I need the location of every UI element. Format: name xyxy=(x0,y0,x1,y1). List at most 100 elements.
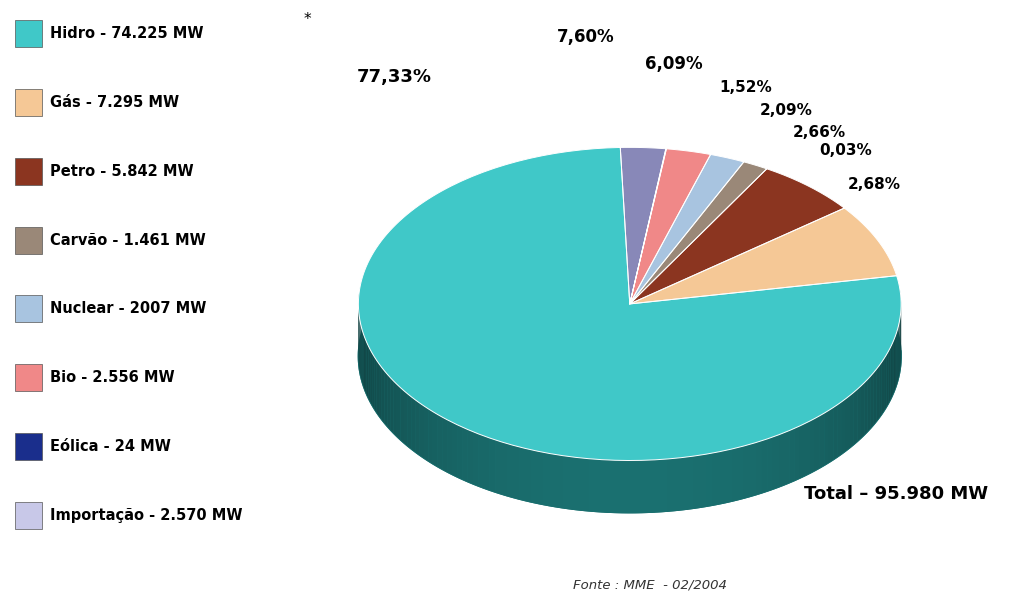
Polygon shape xyxy=(484,436,489,490)
Polygon shape xyxy=(884,355,887,411)
Polygon shape xyxy=(621,147,666,304)
Polygon shape xyxy=(628,460,635,513)
Polygon shape xyxy=(582,458,589,511)
Polygon shape xyxy=(864,379,867,435)
Polygon shape xyxy=(870,373,873,428)
Polygon shape xyxy=(358,200,901,513)
Polygon shape xyxy=(370,349,372,405)
Polygon shape xyxy=(538,451,544,505)
Polygon shape xyxy=(433,412,437,467)
Polygon shape xyxy=(767,437,773,491)
Polygon shape xyxy=(630,208,897,304)
FancyBboxPatch shape xyxy=(15,20,42,47)
Polygon shape xyxy=(675,457,681,511)
Polygon shape xyxy=(379,364,382,419)
Text: Nuclear - 2007 MW: Nuclear - 2007 MW xyxy=(50,301,207,316)
Polygon shape xyxy=(364,335,366,391)
Polygon shape xyxy=(442,417,447,472)
Text: Carvão - 1.461 MW: Carvão - 1.461 MW xyxy=(50,233,206,247)
Polygon shape xyxy=(622,460,628,513)
Polygon shape xyxy=(390,378,393,433)
Polygon shape xyxy=(894,336,895,392)
Text: 2,09%: 2,09% xyxy=(760,103,813,118)
Text: 7,60%: 7,60% xyxy=(557,28,614,46)
Polygon shape xyxy=(575,457,582,510)
Polygon shape xyxy=(447,420,452,475)
Polygon shape xyxy=(602,460,608,512)
Polygon shape xyxy=(377,360,379,416)
Polygon shape xyxy=(408,394,412,449)
Polygon shape xyxy=(810,418,815,473)
Polygon shape xyxy=(681,457,687,510)
Polygon shape xyxy=(687,456,694,509)
Polygon shape xyxy=(762,439,767,493)
Polygon shape xyxy=(731,448,737,501)
Polygon shape xyxy=(556,454,562,508)
Polygon shape xyxy=(519,447,525,500)
Polygon shape xyxy=(725,449,731,503)
Polygon shape xyxy=(842,398,846,454)
Polygon shape xyxy=(513,445,519,499)
Polygon shape xyxy=(877,365,880,421)
Polygon shape xyxy=(404,391,408,446)
FancyBboxPatch shape xyxy=(15,158,42,185)
Polygon shape xyxy=(424,406,428,461)
Polygon shape xyxy=(630,155,743,304)
Text: 6,09%: 6,09% xyxy=(645,55,702,74)
Polygon shape xyxy=(358,349,901,513)
Polygon shape xyxy=(420,403,424,458)
Polygon shape xyxy=(457,425,462,480)
Polygon shape xyxy=(630,149,711,304)
FancyBboxPatch shape xyxy=(15,89,42,116)
Polygon shape xyxy=(358,349,901,513)
Text: Gás - 7.295 MW: Gás - 7.295 MW xyxy=(50,95,179,110)
Polygon shape xyxy=(531,450,538,503)
Polygon shape xyxy=(648,460,654,512)
Polygon shape xyxy=(367,342,369,398)
Polygon shape xyxy=(562,456,569,509)
Polygon shape xyxy=(784,430,790,485)
Text: 2,68%: 2,68% xyxy=(848,177,901,192)
Polygon shape xyxy=(846,395,850,451)
Polygon shape xyxy=(369,346,370,402)
Polygon shape xyxy=(608,460,615,513)
Polygon shape xyxy=(550,454,556,507)
Text: Eólica - 24 MW: Eólica - 24 MW xyxy=(50,439,171,454)
Polygon shape xyxy=(824,410,829,465)
Polygon shape xyxy=(815,416,820,470)
Polygon shape xyxy=(525,448,531,502)
Polygon shape xyxy=(834,405,838,460)
Polygon shape xyxy=(743,445,750,498)
Text: Importação - 2.570 MW: Importação - 2.570 MW xyxy=(50,508,243,523)
Polygon shape xyxy=(428,409,433,464)
Polygon shape xyxy=(400,387,404,443)
Polygon shape xyxy=(668,459,675,511)
Polygon shape xyxy=(630,169,845,304)
Polygon shape xyxy=(641,460,648,513)
Polygon shape xyxy=(416,400,420,456)
Polygon shape xyxy=(630,149,667,304)
Polygon shape xyxy=(501,441,507,495)
Text: *: * xyxy=(303,12,311,27)
Polygon shape xyxy=(452,422,457,477)
Polygon shape xyxy=(358,147,901,460)
Polygon shape xyxy=(737,446,743,500)
Polygon shape xyxy=(393,381,397,437)
Polygon shape xyxy=(773,435,778,489)
Polygon shape xyxy=(857,386,861,441)
Polygon shape xyxy=(384,371,387,427)
Polygon shape xyxy=(719,451,725,504)
Polygon shape xyxy=(362,331,364,387)
Polygon shape xyxy=(462,427,468,481)
Text: Fonte : MME  - 02/2004: Fonte : MME - 02/2004 xyxy=(573,578,727,591)
Text: 0,03%: 0,03% xyxy=(819,143,872,158)
Polygon shape xyxy=(700,454,707,507)
Polygon shape xyxy=(375,357,377,413)
Polygon shape xyxy=(635,460,641,513)
Polygon shape xyxy=(382,367,384,423)
Polygon shape xyxy=(412,397,416,453)
Polygon shape xyxy=(569,457,575,510)
Polygon shape xyxy=(887,351,889,407)
Polygon shape xyxy=(713,452,719,505)
Polygon shape xyxy=(387,375,390,430)
